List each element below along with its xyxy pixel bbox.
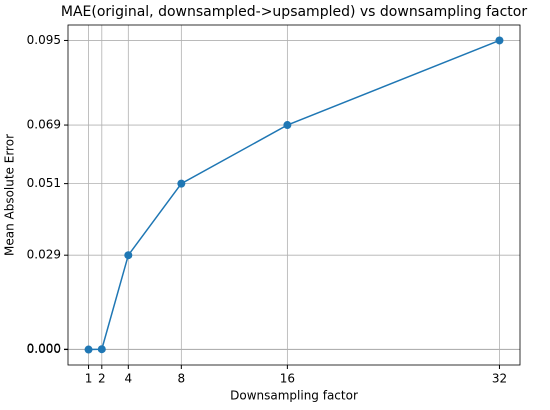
x-tick-label: 1 [85, 372, 93, 386]
x-axis-label: Downsampling factor [230, 389, 358, 403]
x-tick-label: 2 [98, 372, 106, 386]
x-tick-label: 4 [124, 372, 132, 386]
y-tick-label: 0.029 [27, 248, 61, 262]
point [177, 179, 186, 188]
x-tick-label: 16 [280, 372, 295, 386]
line [88, 39, 500, 351]
x-tick-label: 32 [492, 372, 507, 386]
chart-title: MAE(original, downsampled->upsampled) vs… [61, 4, 527, 20]
y-tick-label: 0.000 [27, 342, 61, 356]
y-tick-label: 0.095 [27, 33, 61, 47]
y-tick-label: 0.051 [27, 176, 61, 190]
y-tick-label: 0.000 [27, 342, 61, 356]
y-tick-label: 0.069 [27, 118, 61, 132]
plot-frame [67, 24, 521, 366]
point [495, 36, 504, 45]
point [84, 345, 93, 354]
point [283, 121, 292, 130]
y-axis-label: Mean Absolute Error [3, 134, 17, 256]
x-tick-label: 8 [178, 372, 186, 386]
point [124, 251, 133, 260]
point [97, 345, 106, 354]
